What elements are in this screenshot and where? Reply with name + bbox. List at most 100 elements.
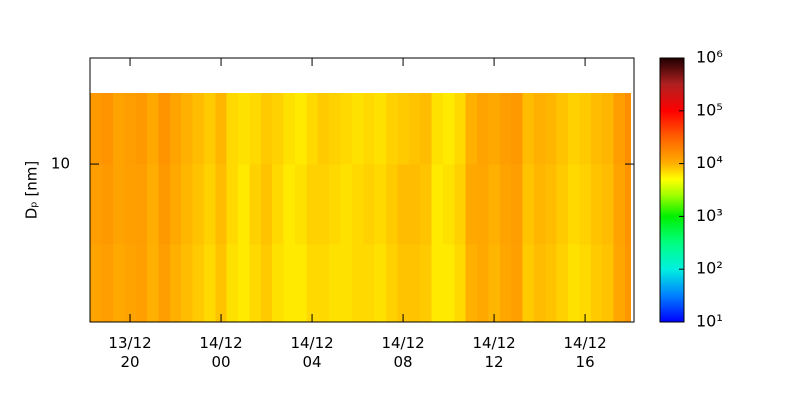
heatmap-cell bbox=[317, 244, 330, 323]
heatmap-cell bbox=[397, 164, 410, 245]
x-tick-label: 14/12 00 bbox=[199, 334, 242, 371]
heatmap-cell bbox=[511, 244, 523, 323]
x-tick-label-line: 12 bbox=[485, 353, 504, 371]
heatmap-cell bbox=[477, 244, 489, 323]
heatmap-cell bbox=[112, 93, 125, 165]
heatmap-cell bbox=[147, 164, 159, 245]
heatmap-cell bbox=[238, 164, 250, 245]
x-tick-label: 14/12 08 bbox=[381, 334, 424, 371]
heatmap-cell bbox=[112, 164, 125, 245]
colorbar-tick-label: 10⁴ bbox=[696, 153, 723, 172]
heatmap-cell bbox=[351, 244, 364, 323]
heatmap-cell bbox=[386, 244, 398, 323]
heatmap-cell bbox=[90, 164, 103, 245]
heatmap-cell bbox=[260, 244, 273, 323]
heatmap-cell bbox=[215, 244, 228, 323]
heatmap-cell bbox=[101, 244, 114, 323]
heatmap-cell bbox=[90, 244, 103, 323]
y-tick-label: 10 bbox=[51, 155, 70, 173]
heatmap-cell bbox=[158, 164, 171, 245]
x-tick-label-line: 04 bbox=[303, 353, 322, 371]
heatmap-cell bbox=[294, 164, 307, 245]
heatmap-cell bbox=[135, 93, 148, 165]
x-tick-label-line: 14/12 bbox=[199, 334, 242, 352]
heatmap-cell bbox=[488, 244, 501, 323]
heatmap-cell bbox=[238, 244, 250, 323]
x-tick-label-line: 14/12 bbox=[381, 334, 424, 352]
heatmap-cell bbox=[488, 93, 501, 165]
heatmap-cell bbox=[363, 164, 376, 245]
heatmap-cell bbox=[135, 164, 148, 245]
heatmap-cell bbox=[203, 93, 216, 165]
heatmap-cell bbox=[545, 93, 558, 165]
heatmap-cell bbox=[465, 244, 478, 323]
heatmap-cell bbox=[386, 93, 398, 165]
heatmap-cell bbox=[351, 164, 364, 245]
heatmap-cell bbox=[215, 93, 228, 165]
heatmap-cell bbox=[397, 93, 410, 165]
heatmap-cell bbox=[556, 164, 569, 245]
heatmap-cell bbox=[169, 244, 182, 323]
heatmap-cell bbox=[124, 164, 137, 245]
heatmap-cell bbox=[192, 244, 205, 323]
heatmap-cell bbox=[477, 164, 489, 245]
heatmap-cell bbox=[442, 93, 455, 165]
heatmap-cell bbox=[454, 164, 467, 245]
heatmap-cell bbox=[613, 244, 626, 323]
heatmap-cell bbox=[590, 93, 603, 165]
heatmap-cell bbox=[488, 164, 501, 245]
heatmap-cell bbox=[431, 244, 444, 323]
colorbar-tick-label: 10² bbox=[696, 259, 723, 278]
colorbar-tick-label: 10⁶ bbox=[696, 48, 723, 67]
heatmap-cell bbox=[147, 244, 159, 323]
heatmap-cell bbox=[431, 164, 444, 245]
heatmap-cell bbox=[283, 164, 296, 245]
heatmap-cell bbox=[442, 164, 455, 245]
heatmap-cell bbox=[101, 164, 114, 245]
heatmap-cell bbox=[329, 244, 341, 323]
heatmap-cell bbox=[579, 93, 592, 165]
heatmap-cell bbox=[169, 93, 182, 165]
heatmap-cell bbox=[283, 244, 296, 323]
heatmap-cell bbox=[533, 93, 546, 165]
heatmap-cell bbox=[522, 244, 535, 323]
heatmap-cell bbox=[317, 93, 330, 165]
heatmap-cell bbox=[294, 244, 307, 323]
heatmap-cell bbox=[613, 93, 626, 165]
heatmap-cell bbox=[272, 244, 285, 323]
colorbar-fill bbox=[660, 58, 684, 322]
heatmap-cell bbox=[579, 244, 592, 323]
colorbar bbox=[660, 58, 684, 322]
heatmap-cell bbox=[602, 244, 614, 323]
x-tick-label-line: 13/12 bbox=[108, 334, 151, 352]
heatmap-cell bbox=[203, 244, 216, 323]
heatmap-cell bbox=[590, 244, 603, 323]
heatmap-cell bbox=[602, 164, 614, 245]
heatmap-cell bbox=[306, 93, 319, 165]
heatmap-cell bbox=[192, 164, 205, 245]
heatmap-cell bbox=[272, 164, 285, 245]
heatmap-cell bbox=[158, 244, 171, 323]
heatmap-cell bbox=[408, 164, 421, 245]
heatmap-cell bbox=[386, 164, 398, 245]
heatmap-cell bbox=[203, 164, 216, 245]
heatmap-cell bbox=[169, 164, 182, 245]
heatmap-cell bbox=[545, 244, 558, 323]
heatmap-cell bbox=[363, 244, 376, 323]
heatmap-cell bbox=[454, 93, 467, 165]
heatmap-cell bbox=[454, 244, 467, 323]
heatmap-cell bbox=[306, 164, 319, 245]
heatmap-cell bbox=[249, 244, 262, 323]
heatmap-cell bbox=[624, 164, 631, 245]
heatmap-cell bbox=[374, 93, 387, 165]
heatmap-cell bbox=[568, 164, 580, 245]
heatmap-cell bbox=[420, 93, 432, 165]
heatmap-cell bbox=[624, 93, 631, 165]
heatmap-cell bbox=[465, 93, 478, 165]
heatmap-cell bbox=[431, 93, 444, 165]
heatmap-cell bbox=[317, 164, 330, 245]
heatmap-cell bbox=[624, 244, 631, 323]
heatmap-cell bbox=[351, 93, 364, 165]
heatmap-cell bbox=[192, 93, 205, 165]
